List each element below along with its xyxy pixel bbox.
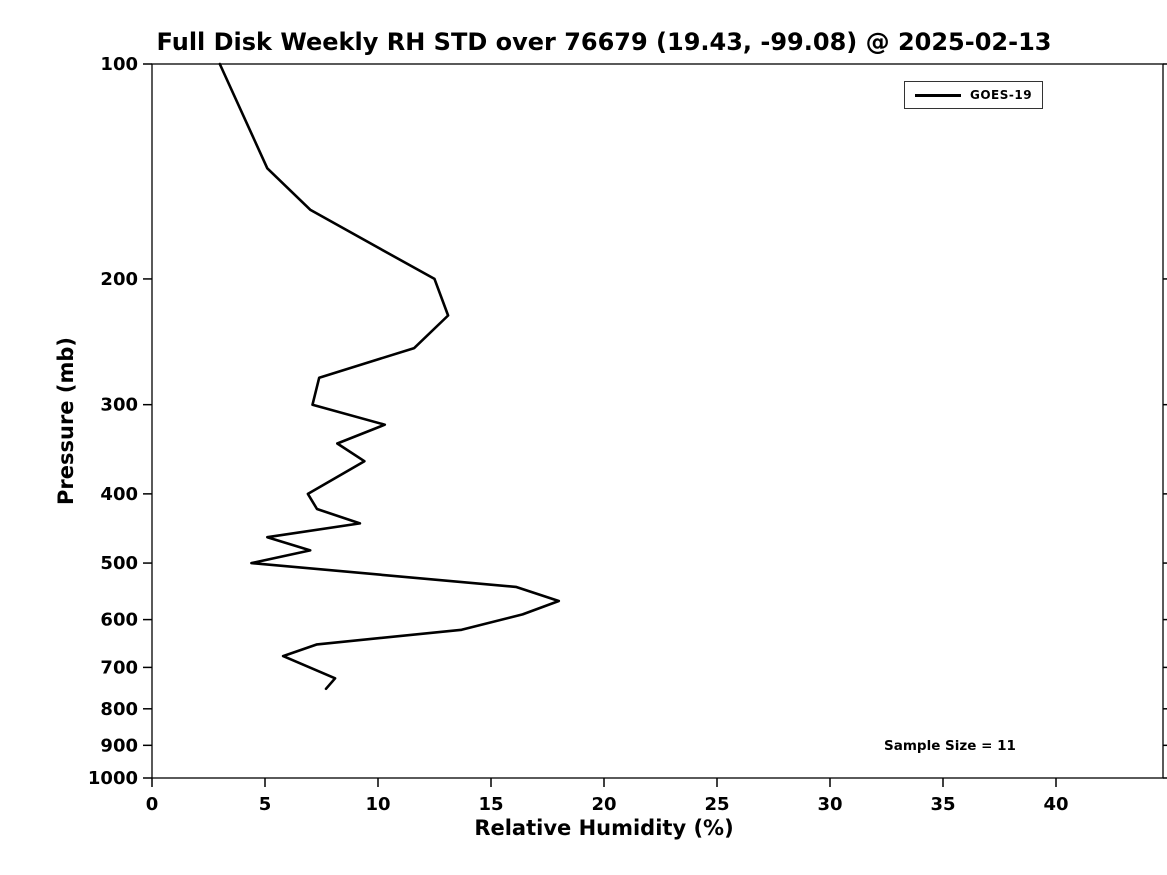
y-tick-label: 700 xyxy=(100,657,138,678)
sample-size-annotation: Sample Size = 11 xyxy=(884,738,1016,754)
y-tick-label: 1000 xyxy=(88,768,138,789)
x-tick-label: 20 xyxy=(591,794,616,815)
y-tick-label: 900 xyxy=(100,735,138,756)
x-axis-label: Relative Humidity (%) xyxy=(474,816,734,840)
x-tick-label: 35 xyxy=(930,794,955,815)
axes-frame xyxy=(151,63,1164,779)
x-tick-label: 5 xyxy=(259,794,272,815)
legend-line-sample xyxy=(915,93,961,97)
legend-label: GOES-19 xyxy=(970,88,1033,102)
y-tick-label: 600 xyxy=(100,610,138,631)
x-tick-label: 15 xyxy=(478,794,503,815)
x-tick-label: 30 xyxy=(817,794,842,815)
legend: GOES-19 xyxy=(904,81,1044,109)
series-line-goes-19 xyxy=(218,62,561,691)
y-tick-label: 500 xyxy=(100,553,138,574)
y-tick-label: 300 xyxy=(100,395,138,416)
y-tick-label: 800 xyxy=(100,699,138,720)
y-tick-label: 400 xyxy=(100,484,138,505)
x-tick-label: 25 xyxy=(704,794,729,815)
x-tick-label: 40 xyxy=(1043,794,1068,815)
y-tick-label: 200 xyxy=(100,269,138,290)
x-tick-label: 10 xyxy=(365,794,390,815)
y-tick-label: 100 xyxy=(100,54,138,75)
chart-title: Full Disk Weekly RH STD over 76679 (19.4… xyxy=(156,28,1052,56)
x-tick-label: 0 xyxy=(146,794,159,815)
